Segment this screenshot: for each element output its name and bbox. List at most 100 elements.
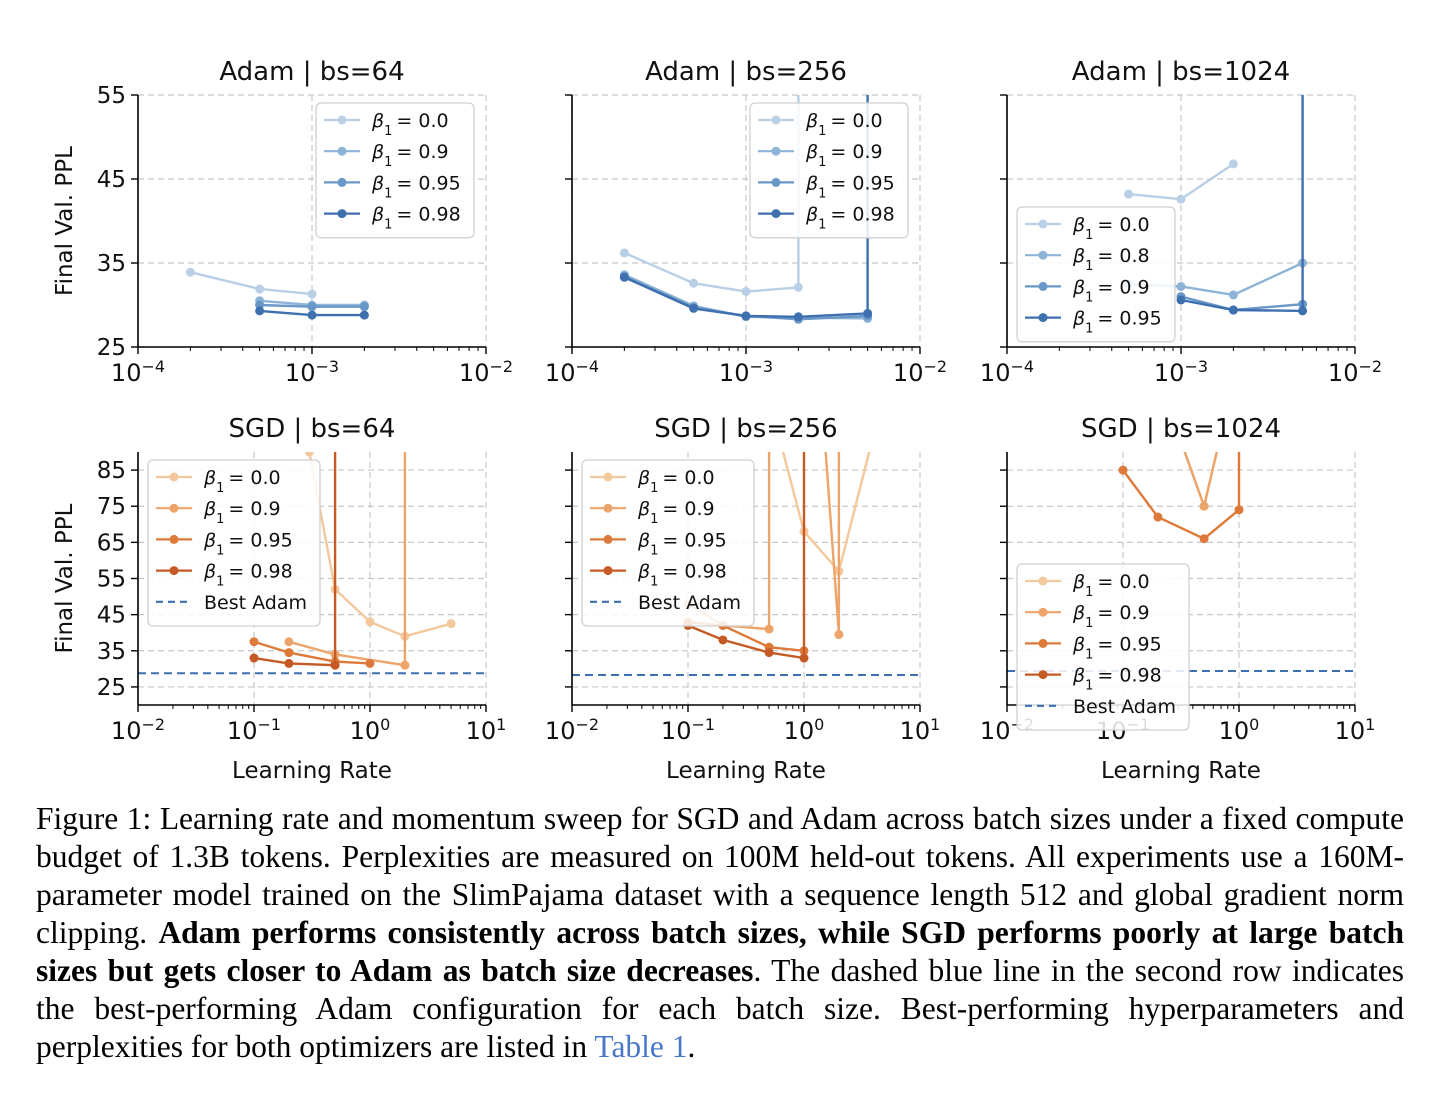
legend-box <box>1016 563 1190 731</box>
legend-label: β1 = 0.9 <box>1072 276 1150 305</box>
legend-item: β1 = 0.95 <box>324 172 461 201</box>
y-tick-label: 35 <box>97 639 126 665</box>
legend-marker <box>1038 638 1048 648</box>
legend-item: Best Adam <box>156 592 307 614</box>
legend-marker <box>1038 576 1048 586</box>
legend-label: β1 = 0.95 <box>1072 633 1162 662</box>
legend-label: β1 = 0.9 <box>203 498 281 527</box>
data-point <box>359 310 369 320</box>
data-point <box>1228 159 1238 169</box>
panel-4: 10−2 10−1 100 101 25 35 45 55 65 75 85 SGD | bs=64 F… <box>52 414 506 784</box>
legend-label: β1 = 0.0 <box>1072 214 1150 243</box>
legend-item: β1 = 0.98 <box>758 204 895 233</box>
x-tick-label: 10−1 <box>661 715 715 746</box>
data-point <box>359 302 369 312</box>
y-tick-label: 55 <box>97 567 126 593</box>
panel-1: 10−4 10−3 10−2 25 35 45 55 Adam | bs=64 Final Va… <box>52 57 513 387</box>
legend-label: Best Adam <box>1073 696 1176 718</box>
legend-label: β1 = 0.98 <box>805 204 895 233</box>
legend-marker <box>771 209 781 219</box>
series-group <box>138 452 486 675</box>
legend-label: β1 = 0.98 <box>203 561 293 590</box>
data-point <box>689 278 699 288</box>
legend-label: β1 = 0.0 <box>1072 571 1150 600</box>
data-point <box>1124 189 1134 199</box>
legend: β1 = 0.0β1 = 0.8β1 = 0.9 β1 = 0.95 <box>1016 206 1176 343</box>
x-tick-label: 10−2 <box>111 715 165 746</box>
figure-caption: Figure 1: Learning rate and momentum swe… <box>36 800 1404 1066</box>
legend-marker <box>1038 250 1048 260</box>
data-point <box>764 624 774 634</box>
legend-label: β1 = 0.98 <box>637 561 727 590</box>
data-point <box>1298 306 1308 316</box>
legend-label: β1 = 0.0 <box>637 467 715 496</box>
panel-title: Adam | bs=64 <box>219 57 404 87</box>
data-point <box>185 267 195 277</box>
legend-marker <box>771 177 781 187</box>
series-line-3 <box>253 640 371 665</box>
legend: β1 = 0.0β1 = 0.9β1 = 0.95 β1 = 0.98 <box>315 102 475 239</box>
legend-item: β1 = 0.98 <box>590 561 727 590</box>
legend-marker <box>337 115 347 125</box>
series-line-1 <box>190 271 313 296</box>
panel-5: 10−2 10−1 100 101 SGD | bs=256 Learning Rate β… <box>545 414 940 784</box>
x-tick-label: 10−4 <box>111 357 165 388</box>
legend-box <box>581 459 755 627</box>
data-point <box>1228 290 1238 300</box>
legend-label: Best Adam <box>638 592 741 614</box>
data-point <box>741 311 751 321</box>
legend-item: β1 = 0.0 <box>324 110 449 139</box>
x-axis-label: Learning Rate <box>232 758 392 784</box>
legend-label: β1 = 0.95 <box>1072 308 1162 337</box>
data-point <box>284 648 294 658</box>
legend-box <box>749 102 909 239</box>
caption-lead: Figure 1: Learning rate and momentum swe… <box>36 801 1404 950</box>
x-tick-label: 101 <box>1335 715 1376 746</box>
legend-label: β1 = 0.98 <box>1072 665 1162 694</box>
x-tick-label: 100 <box>350 715 391 746</box>
x-tick-label: 10−3 <box>285 357 339 388</box>
x-tick-label: 10−2 <box>459 357 513 388</box>
legend-marker <box>169 503 179 513</box>
data-point <box>1199 501 1209 511</box>
data-point <box>284 658 294 668</box>
legend-item: β1 = 0.8 <box>1025 245 1150 274</box>
legend-box <box>147 459 321 627</box>
legend-label: β1 = 0.9 <box>371 141 449 170</box>
legend: β1 = 0.0β1 = 0.9β1 = 0.95 β1 = 0.98 <box>749 102 909 239</box>
table-1-link[interactable]: Table 1 <box>594 1029 688 1064</box>
data-point <box>255 284 265 294</box>
legend-box <box>1016 206 1176 343</box>
y-tick-label: 35 <box>97 251 126 277</box>
data-point <box>619 248 629 258</box>
legend-label: β1 = 0.9 <box>637 498 715 527</box>
data-point <box>365 617 375 627</box>
legend-marker <box>603 566 613 576</box>
legend-item: β1 = 0.95 <box>758 172 895 201</box>
data-point <box>863 308 873 318</box>
panel-title: SGD | bs=1024 <box>1081 414 1281 444</box>
legend-item: β1 = 0.0 <box>1025 214 1150 243</box>
legend-marker <box>771 115 781 125</box>
legend-label: β1 = 0.8 <box>1072 245 1150 274</box>
legend-item: Best Adam <box>1025 696 1176 718</box>
legend-marker <box>603 472 613 482</box>
legend-item: β1 = 0.95 <box>1025 633 1162 662</box>
legend-item: β1 = 0.0 <box>1025 571 1150 600</box>
legend-label: β1 = 0.0 <box>805 110 883 139</box>
x-axis-label: Learning Rate <box>666 758 826 784</box>
data-point <box>1153 512 1163 522</box>
legend-marker <box>603 503 613 513</box>
figure-panels: 10−4 10−3 10−2 25 35 45 55 Adam | bs=64 Final Va… <box>52 57 1382 784</box>
data-point <box>718 635 728 645</box>
y-tick-label: 85 <box>97 458 126 484</box>
y-axis-label: Final Val. PPL <box>52 503 78 653</box>
legend-label: β1 = 0.9 <box>805 141 883 170</box>
legend-marker <box>337 177 347 187</box>
data-point <box>307 302 317 312</box>
x-tick-label: 10−2 <box>893 357 947 388</box>
panel-title: SGD | bs=64 <box>229 414 396 444</box>
